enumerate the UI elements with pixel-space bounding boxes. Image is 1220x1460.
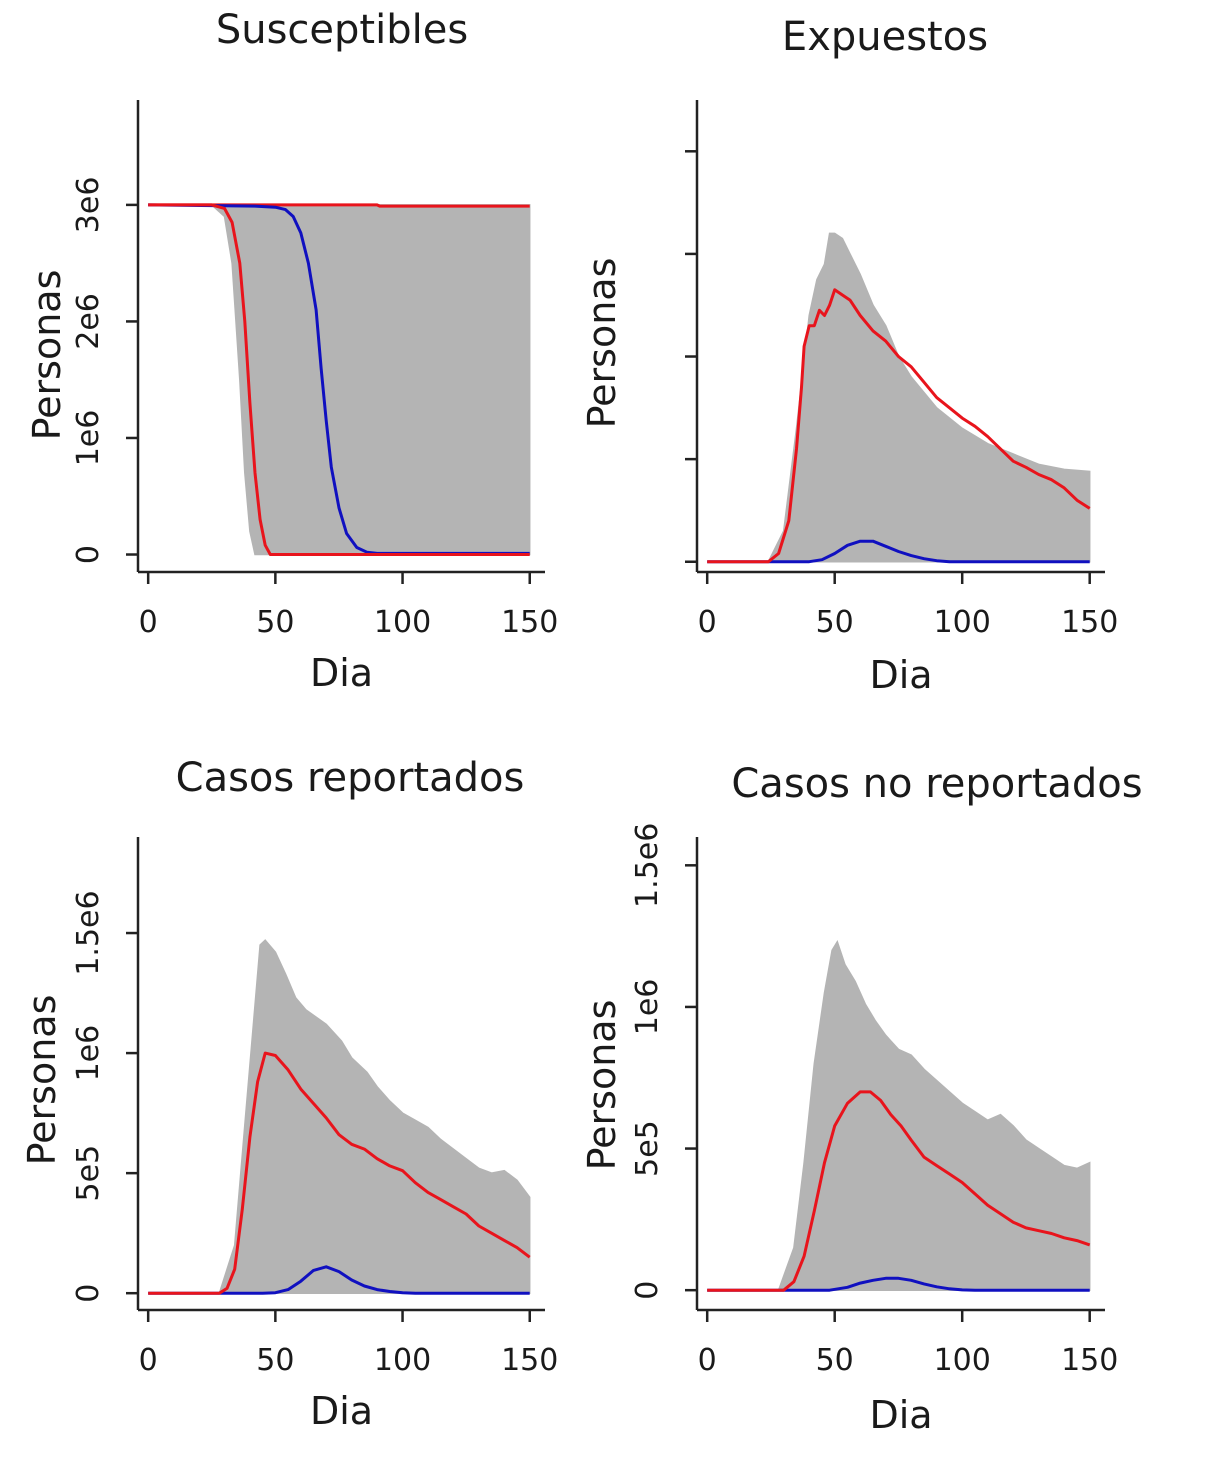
y-ticks: 0 1e6 2e6 3e6 [71, 177, 138, 564]
chart-panel: 0 50 100 150 0 5e5 1e6 1.5e6 Casos no reportados… [580, 761, 1143, 1437]
y-tick-label: 1.5e6 [71, 890, 106, 975]
simulation-band [707, 940, 1091, 1291]
x-tick-label: 0 [698, 605, 717, 640]
x-tick-label: 150 [501, 1343, 558, 1378]
x-tick-label: 100 [934, 1343, 991, 1378]
x-tick-label: 0 [139, 1343, 158, 1378]
chart-panel: 0 50 100 150 0 5e5 1e6 1.5e6 Casos reportados Dia… [20, 755, 558, 1433]
chart-panel: 0 50 100 150 Expuestos Dia Personas [580, 14, 1118, 697]
y-ticks [685, 150, 697, 563]
y-axis-label: Personas [20, 995, 64, 1166]
y-axis-label: Personas [580, 258, 624, 429]
y-tick-label: 5e5 [71, 1145, 106, 1202]
y-tick-label: 1e6 [71, 1025, 106, 1082]
y-tick-label: 1e6 [630, 979, 665, 1036]
series-line-median [148, 203, 530, 556]
x-ticks: 0 50 100 150 [698, 572, 1118, 640]
x-ticks: 0 50 100 150 [139, 572, 558, 640]
x-tick-label: 50 [256, 1343, 294, 1378]
simulation-band [148, 939, 531, 1294]
y-tick-label: 3e6 [71, 177, 106, 234]
x-axis-label: Dia [310, 1389, 373, 1433]
y-tick-label: 0 [630, 1281, 665, 1300]
x-tick-label: 100 [374, 1343, 431, 1378]
chart-panel: 0 50 100 150 0 1e6 2e6 3e6 Susceptibles Dia Person… [25, 7, 558, 695]
x-ticks: 0 50 100 150 [698, 1310, 1118, 1378]
series-line-lower [707, 539, 1090, 564]
series-line-median [148, 1051, 531, 1295]
x-tick-label: 50 [256, 605, 294, 640]
y-tick-label: 0 [71, 545, 106, 564]
y-tick-label: 1.5e6 [630, 823, 665, 908]
chart-title: Expuestos [782, 14, 988, 60]
x-axis-label: Dia [310, 651, 373, 695]
x-tick-label: 100 [934, 605, 991, 640]
series-line-upper [148, 203, 530, 208]
y-tick-label: 2e6 [71, 293, 106, 350]
chart-title: Casos no reportados [731, 761, 1142, 807]
x-tick-label: 0 [698, 1343, 717, 1378]
y-tick-label: 5e5 [630, 1120, 665, 1177]
x-ticks: 0 50 100 150 [139, 1310, 558, 1378]
y-axis-label: Personas [25, 270, 69, 441]
x-tick-label: 100 [374, 605, 431, 640]
series-line-median [707, 1090, 1091, 1292]
series-line-lower [707, 1276, 1090, 1292]
chart-title: Susceptibles [216, 7, 468, 53]
x-tick-label: 150 [1061, 1343, 1118, 1378]
x-tick-label: 150 [1061, 605, 1118, 640]
x-axis-label: Dia [869, 1393, 932, 1437]
x-tick-label: 0 [139, 605, 158, 640]
chart-title: Casos reportados [176, 755, 525, 801]
x-axis-label: Dia [869, 653, 932, 697]
x-tick-label: 50 [816, 605, 854, 640]
simulation-band [707, 232, 1091, 563]
y-tick-label: 1e6 [71, 410, 106, 467]
y-axis-label: Personas [580, 1000, 624, 1171]
series-line-median [707, 288, 1091, 564]
x-tick-label: 150 [501, 605, 558, 640]
series-line-lower [148, 203, 530, 555]
y-tick-label: 0 [71, 1284, 106, 1303]
x-tick-label: 50 [816, 1343, 854, 1378]
y-ticks: 0 5e5 1e6 1.5e6 [630, 823, 697, 1300]
series-line-lower [148, 1265, 530, 1295]
y-ticks: 0 5e5 1e6 1.5e6 [71, 890, 138, 1303]
